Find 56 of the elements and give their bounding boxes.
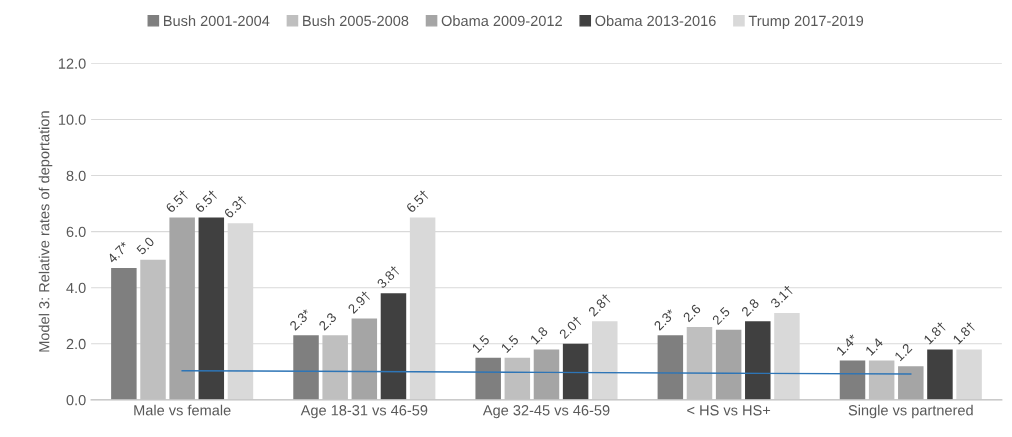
y-tick-label: 6.0 <box>66 226 86 238</box>
data-label: 2.0† <box>558 315 583 340</box>
data-label: 1.4* <box>835 333 859 356</box>
data-label: 6.5† <box>194 189 219 214</box>
y-axis-title: Model 3: Relative rates of deportation <box>38 111 53 352</box>
bar <box>380 293 407 400</box>
bar <box>715 329 742 400</box>
legend-label: Bush 2005-2008 <box>303 15 409 27</box>
data-label: 2.6 <box>682 303 702 323</box>
data-label: 1.5 <box>500 334 520 353</box>
x-tick-label: Age 32-45 vs 46-59 <box>482 405 610 419</box>
data-label: 1.5 <box>471 334 490 353</box>
data-label: 3.8† <box>376 264 401 290</box>
data-label: 1.2 <box>894 343 913 362</box>
data-label: 2.8 <box>740 298 760 317</box>
data-label: 2.5 <box>711 306 731 326</box>
data-label: 6.3† <box>223 194 248 220</box>
bar <box>169 217 195 400</box>
data-label: 1.8 <box>529 326 549 345</box>
bar <box>956 349 982 400</box>
bar <box>533 349 560 400</box>
data-label: 3.1† <box>769 284 795 310</box>
data-label: 6.5† <box>405 189 430 214</box>
bar <box>293 335 319 400</box>
y-tick-label: 8.0 <box>66 170 86 181</box>
bar <box>898 366 924 400</box>
bar <box>351 318 378 400</box>
data-label: 2.3* <box>289 308 312 331</box>
y-tick-label: 10.0 <box>58 114 86 125</box>
data-label: 1.4 <box>865 337 884 356</box>
y-tick-label: 12.0 <box>58 58 86 69</box>
legend-label: Bush 2001-2004 <box>164 15 270 27</box>
bar <box>111 268 137 400</box>
bar <box>562 343 589 400</box>
bar <box>745 321 771 400</box>
bar <box>657 335 684 400</box>
bar <box>839 360 866 400</box>
legend-label: Obama 2013-2016 <box>595 15 716 27</box>
x-tick-label: Single vs partnered <box>848 404 973 419</box>
data-label: 2.3 <box>318 312 337 331</box>
x-tick-label: < HS vs HS+ <box>687 405 771 416</box>
bar <box>198 217 225 400</box>
x-tick-label: Male vs female <box>134 404 231 416</box>
y-tick-label: 2.0 <box>66 338 86 350</box>
y-tick-label: 4.0 <box>66 282 86 294</box>
data-label: 5.0 <box>136 236 155 256</box>
data-label: 2.3* <box>653 308 677 331</box>
legend-label: Obama 2009-2012 <box>441 15 562 27</box>
bar <box>475 357 501 400</box>
y-tick-label: 0.0 <box>66 394 86 406</box>
x-tick-label: Age 18-31 vs 46-59 <box>300 405 428 419</box>
data-label: 1.8† <box>952 320 977 346</box>
bar <box>927 349 953 400</box>
data-label: 6.5† <box>165 189 190 214</box>
legend-label: Trump 2017-2019 <box>748 15 864 29</box>
data-label: 4.7* <box>106 241 130 264</box>
